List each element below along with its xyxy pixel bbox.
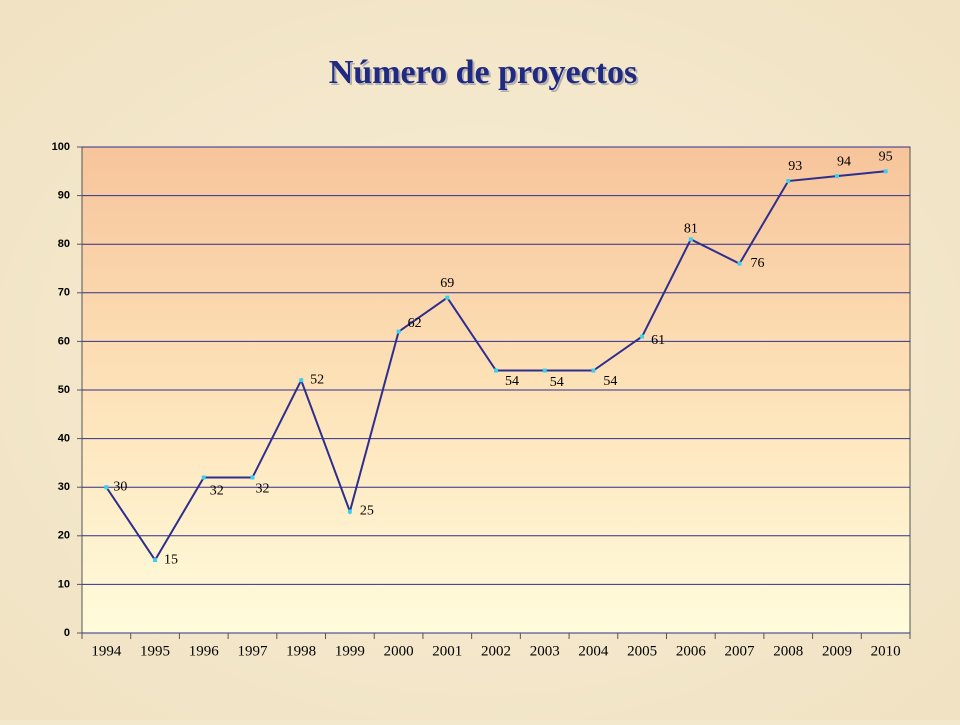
- x-tick-label: 1997: [237, 643, 268, 659]
- data-label: 54: [603, 374, 617, 389]
- x-tick-label: 2000: [384, 643, 414, 659]
- data-label: 62: [408, 316, 422, 331]
- y-tick-label: 80: [58, 238, 70, 250]
- y-tick-label: 0: [64, 627, 70, 639]
- y-tick-label: 10: [58, 578, 70, 590]
- marker: [542, 368, 547, 373]
- marker: [737, 261, 742, 266]
- data-label: 69: [440, 276, 454, 291]
- data-label: 61: [651, 333, 665, 348]
- marker: [153, 558, 158, 563]
- x-tick-label: 2004: [578, 643, 609, 659]
- marker: [396, 329, 401, 334]
- marker: [299, 378, 304, 383]
- data-label: 81: [684, 222, 698, 237]
- y-tick-label: 100: [52, 141, 70, 153]
- data-label: 32: [255, 482, 269, 497]
- x-tick-label: 2003: [530, 643, 560, 659]
- marker: [347, 509, 352, 514]
- x-tick-label: 2001: [432, 643, 462, 659]
- marker: [104, 485, 109, 490]
- data-label: 94: [837, 154, 851, 169]
- y-tick-label: 30: [58, 481, 70, 493]
- marker: [201, 475, 206, 480]
- marker: [688, 237, 693, 242]
- y-tick-label: 40: [58, 433, 70, 445]
- marker: [834, 174, 839, 179]
- x-tick-label: 1998: [286, 643, 316, 659]
- title-shadow: Número de proyectos: [331, 56, 639, 93]
- data-label: 15: [164, 552, 178, 567]
- data-label: 32: [210, 484, 224, 499]
- data-label: 54: [550, 375, 564, 390]
- x-tick-label: 2009: [822, 643, 852, 659]
- y-tick-label: 90: [58, 190, 70, 202]
- data-label: 95: [879, 150, 893, 165]
- y-tick-label: 60: [58, 335, 70, 347]
- x-tick-label: 1995: [140, 643, 170, 659]
- x-tick-label: 2010: [871, 643, 901, 659]
- marker: [786, 179, 791, 184]
- x-tick-label: 2007: [725, 643, 756, 659]
- y-tick-label: 20: [58, 530, 70, 542]
- x-tick-label: 2006: [676, 643, 707, 659]
- x-tick-label: 2008: [773, 643, 803, 659]
- data-label: 25: [360, 504, 374, 519]
- x-tick-label: 1996: [189, 643, 220, 659]
- marker: [250, 475, 255, 480]
- data-label: 30: [113, 479, 127, 494]
- marker: [883, 169, 888, 174]
- y-tick-label: 50: [58, 384, 70, 396]
- data-label: 54: [505, 374, 519, 389]
- x-tick-label: 1999: [335, 643, 365, 659]
- x-tick-label: 2005: [627, 643, 657, 659]
- x-tick-label: 2002: [481, 643, 511, 659]
- y-tick-label: 70: [58, 287, 70, 299]
- marker: [591, 368, 596, 373]
- data-label: 93: [788, 159, 802, 174]
- data-label: 76: [751, 256, 765, 271]
- marker: [494, 368, 498, 373]
- marker: [445, 295, 450, 300]
- x-tick-label: 1994: [91, 643, 122, 659]
- data-label: 52: [310, 372, 324, 387]
- chart-title: Número de proyectos: [329, 54, 637, 91]
- marker: [640, 334, 645, 339]
